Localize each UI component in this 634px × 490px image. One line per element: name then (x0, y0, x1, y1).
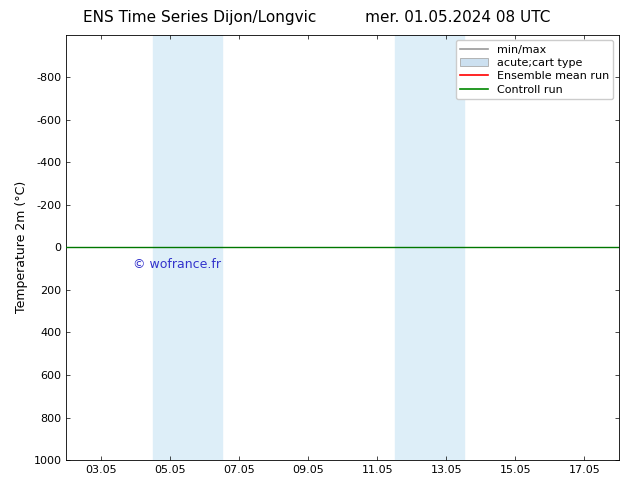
Y-axis label: Temperature 2m (°C): Temperature 2m (°C) (15, 181, 28, 314)
Legend: min/max, acute;cart type, Ensemble mean run, Controll run: min/max, acute;cart type, Ensemble mean … (456, 40, 614, 99)
Text: ENS Time Series Dijon/Longvic          mer. 01.05.2024 08 UTC: ENS Time Series Dijon/Longvic mer. 01.05… (83, 10, 551, 25)
Text: © wofrance.fr: © wofrance.fr (133, 258, 221, 271)
Bar (153, 35, 222, 460)
Bar (394, 35, 463, 460)
